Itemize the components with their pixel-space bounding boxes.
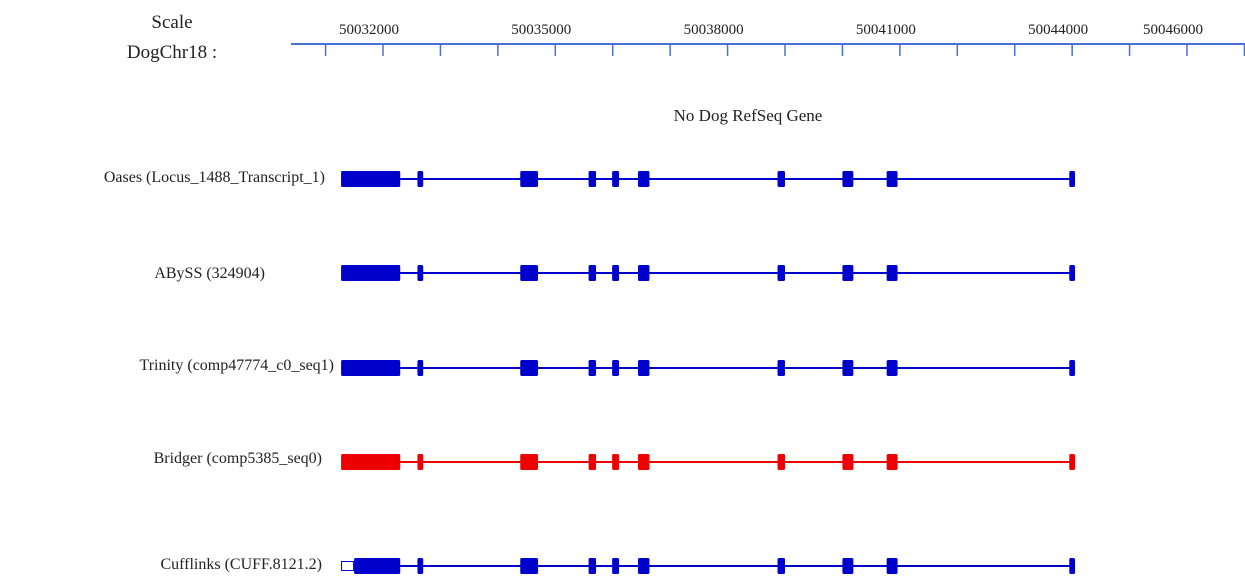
exon-block <box>520 454 539 470</box>
ruler-tick-label: 50038000 <box>684 22 744 38</box>
exon-block <box>637 454 650 470</box>
exon-block <box>341 360 401 376</box>
exon-block <box>1069 454 1076 470</box>
exon-block <box>886 171 898 187</box>
ruler-tick-label: 50044000 <box>1028 22 1088 38</box>
exon-block <box>588 360 597 376</box>
exon-block <box>777 360 785 376</box>
exon-block <box>588 454 597 470</box>
exon-block <box>417 558 424 574</box>
exon-block <box>588 558 597 574</box>
transcript-track <box>341 558 1076 574</box>
transcript-track <box>341 360 1076 376</box>
exon-block <box>341 265 401 281</box>
track-label-oases: Oases (Locus_1488_Transcript_1) <box>104 169 325 186</box>
exon-block <box>886 558 898 574</box>
transcript-track <box>341 454 1076 470</box>
exon-block <box>417 454 424 470</box>
track-label-cufflinks: Cufflinks (CUFF.8121.2) <box>160 556 322 573</box>
exon-block <box>612 454 620 470</box>
exon-block <box>842 454 854 470</box>
exon-open-segment <box>341 561 355 571</box>
exon-block <box>637 558 650 574</box>
exon-block <box>886 454 898 470</box>
exon-block <box>341 171 401 187</box>
exon-block <box>777 171 785 187</box>
exon-block <box>417 265 424 281</box>
exon-block <box>520 558 539 574</box>
exon-block <box>417 360 424 376</box>
exon-block <box>354 558 401 574</box>
ruler-tick-label: 50046000 <box>1143 22 1203 38</box>
exon-block <box>520 265 539 281</box>
transcript-track <box>341 171 1076 187</box>
exon-block <box>842 360 854 376</box>
exon-block <box>417 171 424 187</box>
exon-block <box>588 171 597 187</box>
exon-block <box>637 171 650 187</box>
exon-block <box>886 360 898 376</box>
exon-block <box>777 558 785 574</box>
transcript-tracks <box>341 171 1076 574</box>
exon-block <box>1069 171 1076 187</box>
exon-block <box>612 360 620 376</box>
exon-block <box>612 558 620 574</box>
exon-block <box>588 265 597 281</box>
track-label-abyss: ABySS (324904) <box>154 265 265 282</box>
exon-block <box>842 265 854 281</box>
scale-label: Scale <box>151 12 192 33</box>
chromosome-label: DogChr18 : <box>127 42 217 63</box>
exon-block <box>842 558 854 574</box>
exon-block <box>637 360 650 376</box>
exon-block <box>777 265 785 281</box>
ruler-tick-label: 50041000 <box>856 22 916 38</box>
exon-block <box>341 454 401 470</box>
exon-block <box>520 360 539 376</box>
exon-block <box>612 265 620 281</box>
track-label-bridger: Bridger (comp5385_seq0) <box>154 450 322 467</box>
exon-block <box>612 171 620 187</box>
exon-block <box>1069 265 1076 281</box>
exon-block <box>886 265 898 281</box>
transcript-track <box>341 265 1076 281</box>
exon-block <box>1069 360 1076 376</box>
coordinate-ruler: 50032000 50035000 50038000 50041000 50044000… <box>291 22 1245 56</box>
ruler-tick-label: 50035000 <box>511 22 571 38</box>
ruler-tick-label: 50032000 <box>339 22 399 38</box>
track-label-trinity: Trinity (comp47774_c0_seq1) <box>139 357 334 374</box>
exon-block <box>777 454 785 470</box>
exon-block <box>520 171 539 187</box>
exon-block <box>842 171 854 187</box>
refseq-note: No Dog RefSeq Gene <box>674 106 823 125</box>
exon-block <box>1069 558 1076 574</box>
exon-block <box>637 265 650 281</box>
